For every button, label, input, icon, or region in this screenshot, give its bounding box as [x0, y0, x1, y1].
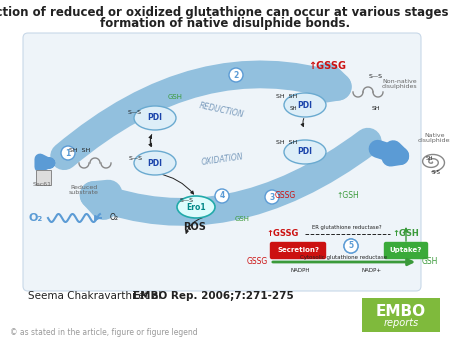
- Text: S—S: S—S: [369, 73, 383, 78]
- Text: 2: 2: [234, 71, 239, 79]
- Circle shape: [344, 239, 358, 253]
- Text: GSH: GSH: [167, 94, 183, 100]
- Circle shape: [229, 68, 243, 82]
- Circle shape: [61, 146, 75, 160]
- Text: PDI: PDI: [148, 114, 162, 122]
- Text: OXIDATION: OXIDATION: [200, 152, 243, 167]
- Text: 5: 5: [348, 241, 354, 250]
- Text: ER glutathione reductase?: ER glutathione reductase?: [312, 225, 382, 231]
- Text: Sec61: Sec61: [32, 183, 51, 188]
- Text: GSSG: GSSG: [274, 192, 296, 200]
- FancyBboxPatch shape: [23, 33, 421, 291]
- Text: PDI: PDI: [297, 147, 312, 156]
- Text: Uptake?: Uptake?: [390, 247, 422, 253]
- Text: S—S: S—S: [128, 110, 142, 115]
- Text: The production of reduced or oxidized glutathione can occur at various stages du: The production of reduced or oxidized gl…: [0, 6, 450, 19]
- Text: Ero1: Ero1: [186, 202, 206, 212]
- Text: SH: SH: [425, 155, 433, 161]
- Text: Seema Chakravarthi et al.: Seema Chakravarthi et al.: [28, 291, 168, 301]
- Text: NADP+: NADP+: [362, 268, 382, 273]
- Text: PDI: PDI: [148, 159, 162, 168]
- Text: 1: 1: [65, 148, 71, 158]
- Ellipse shape: [134, 151, 176, 175]
- FancyBboxPatch shape: [270, 242, 325, 259]
- Text: GSH: GSH: [422, 258, 438, 266]
- Text: Reduced
substrate: Reduced substrate: [69, 185, 99, 195]
- Text: 5: 5: [348, 241, 354, 250]
- Text: Native
disulphides: Native disulphides: [417, 132, 450, 143]
- Circle shape: [215, 189, 229, 203]
- Text: Secretion?: Secretion?: [277, 247, 319, 253]
- Text: O₂: O₂: [29, 213, 43, 223]
- Text: S—S: S—S: [129, 155, 143, 161]
- Text: ROS: ROS: [184, 222, 207, 232]
- Bar: [36, 170, 51, 185]
- Text: ↑GSSG: ↑GSSG: [267, 230, 299, 239]
- Text: Non-native
disulphides: Non-native disulphides: [382, 79, 418, 89]
- Ellipse shape: [134, 106, 176, 130]
- Text: PDI: PDI: [297, 100, 312, 110]
- Text: ↑GSH: ↑GSH: [337, 192, 360, 200]
- Text: NADPH: NADPH: [290, 268, 310, 273]
- Ellipse shape: [284, 140, 326, 164]
- Circle shape: [265, 190, 279, 204]
- Text: REDUCTION: REDUCTION: [199, 101, 245, 119]
- Text: O₂: O₂: [110, 214, 119, 222]
- Text: SH: SH: [289, 105, 297, 111]
- Ellipse shape: [284, 93, 326, 117]
- Ellipse shape: [177, 196, 215, 218]
- Text: GSH: GSH: [234, 216, 249, 222]
- Text: S-S: S-S: [432, 169, 441, 174]
- Text: EMBO: EMBO: [376, 304, 426, 318]
- Text: 4: 4: [220, 192, 225, 200]
- Text: formation of native disulphide bonds.: formation of native disulphide bonds.: [100, 17, 350, 30]
- FancyBboxPatch shape: [384, 242, 428, 259]
- Text: Cytosolic glutathione reductase: Cytosolic glutathione reductase: [301, 256, 387, 261]
- Text: © as stated in the article, figure or figure legend: © as stated in the article, figure or fi…: [10, 328, 198, 337]
- Text: 3: 3: [270, 193, 274, 201]
- Circle shape: [344, 239, 358, 253]
- Bar: [362, 298, 440, 332]
- Text: EMBO Rep. 2006;7:271-275: EMBO Rep. 2006;7:271-275: [133, 291, 294, 301]
- Text: SH  SH: SH SH: [276, 141, 297, 145]
- Text: SH: SH: [372, 105, 380, 111]
- Text: ↑GSSG: ↑GSSG: [308, 61, 346, 71]
- Text: S—S: S—S: [180, 197, 194, 202]
- Text: ↑GSH: ↑GSH: [392, 230, 419, 239]
- Text: GSSG: GSSG: [247, 258, 268, 266]
- Text: SH  SH: SH SH: [276, 94, 297, 98]
- Text: reports: reports: [383, 318, 418, 328]
- Text: SH  SH: SH SH: [69, 147, 90, 152]
